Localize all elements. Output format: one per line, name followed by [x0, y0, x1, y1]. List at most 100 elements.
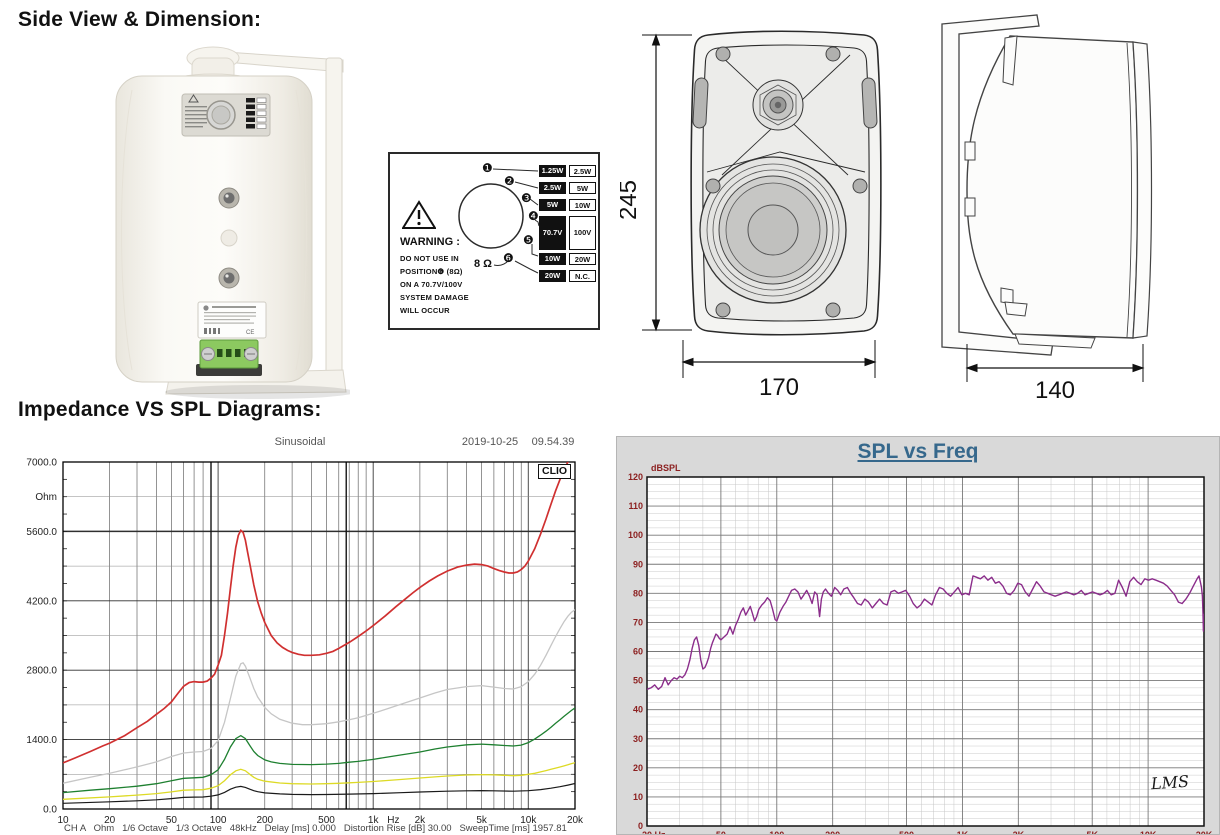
photo-shadow: [165, 385, 350, 399]
svg-text:200: 200: [256, 815, 273, 826]
heading-side-view-dimension: Side View & Dimension:: [18, 8, 262, 31]
series-tap-highest-red: [63, 462, 569, 764]
tap-100v-2: 5W: [569, 182, 596, 194]
tap-70v-6: 20W: [539, 270, 566, 282]
svg-text:5K: 5K: [1086, 830, 1098, 834]
svg-text:2K: 2K: [1013, 830, 1025, 834]
dimension-width: 170: [681, 340, 877, 400]
width-dimension-label: 170: [759, 374, 799, 400]
speaker-rear-photo: CE: [115, 46, 350, 399]
mounting-screws: [705, 46, 868, 318]
keyhole-screws: [218, 187, 240, 289]
series-tap-yellow: [63, 762, 575, 800]
tweeter: [752, 79, 804, 131]
svg-text:5600.0: 5600.0: [26, 527, 57, 538]
ce-mark: CE: [246, 330, 254, 336]
bottom-foot: [1014, 333, 1096, 349]
power-selector-label: [181, 93, 271, 137]
tap-70v-2: 2.5W: [539, 182, 566, 194]
svg-text:0: 0: [638, 821, 643, 831]
svg-text:4200.0: 4200.0: [26, 596, 57, 607]
svg-text:500: 500: [899, 830, 914, 834]
svg-text:90: 90: [633, 559, 643, 569]
position-badge-1: ❶: [482, 161, 493, 175]
tap-callout-lines: [458, 168, 540, 274]
warning-triangle-icon: [402, 200, 436, 229]
cabinet-profile: [966, 35, 1139, 339]
svg-text:0.0: 0.0: [43, 805, 57, 816]
svg-text:20: 20: [104, 815, 116, 826]
svg-text:50: 50: [716, 830, 726, 834]
tap-100v-3: 10W: [569, 199, 596, 211]
tap-70v-1: 1.25W: [539, 165, 566, 177]
spl-chart-title: SPL vs Freq: [857, 440, 979, 463]
series-tap-gray: [63, 609, 575, 784]
series-tap-lowest-black: [63, 782, 575, 804]
svg-text:50: 50: [633, 676, 643, 686]
lms-logo: LMS: [1150, 771, 1190, 794]
position-badge-4: ❹: [528, 209, 539, 223]
side-view-drawing: 140: [941, 14, 1153, 400]
position-badge-6: ❻: [503, 251, 514, 265]
svg-text:60: 60: [633, 647, 643, 657]
svg-text:10K: 10K: [1140, 830, 1157, 834]
svg-text:120: 120: [628, 472, 643, 482]
impedance-chart-panel: Sinusoidal 2019-10-25 09.54.39 7000.0 560…: [0, 432, 612, 835]
svg-text:10: 10: [57, 815, 69, 826]
tap-100v-1: 2.5W: [569, 165, 596, 177]
heading-impedance-spl: Impedance VS SPL Diagrams:: [18, 398, 322, 421]
clio-logo: CLIO: [538, 464, 572, 479]
svg-text:10: 10: [633, 792, 643, 802]
spl-chart: 010203040506070809010011012020Hz50100200…: [628, 472, 1213, 834]
svg-text:100: 100: [210, 815, 227, 826]
tap-voltage-70v: 70.7V: [539, 216, 566, 250]
dimension-height: 245: [620, 33, 692, 332]
selector-dial-circle: [458, 183, 524, 249]
svg-text:110: 110: [628, 501, 643, 511]
svg-text:Hz: Hz: [387, 815, 399, 826]
svg-text:100: 100: [628, 530, 643, 540]
spl-y-axis-label: dBSPL: [651, 463, 681, 473]
stimulus-label: Sinusoidal: [274, 436, 326, 448]
svg-text:1k: 1k: [368, 815, 380, 826]
series-SPL: [647, 575, 1204, 691]
svg-text:2800.0: 2800.0: [26, 666, 57, 677]
svg-text:1K: 1K: [957, 830, 969, 834]
svg-text:200: 200: [825, 830, 840, 834]
tap-70v-5: 10W: [539, 253, 566, 265]
tap-voltage-100v: 100V: [569, 216, 596, 250]
svg-text:7000.0: 7000.0: [26, 458, 57, 469]
svg-text:5k: 5k: [476, 815, 488, 826]
product-label: CE: [197, 301, 267, 339]
svg-text:20k: 20k: [567, 815, 584, 826]
dimension-depth: 140: [965, 344, 1145, 400]
position-badge-5: ❺: [523, 233, 534, 247]
spl-chart-panel: SPL vs Freq dBSPL 0 10 20 30 40 50 60 70 80 90 100…: [616, 436, 1220, 835]
svg-text:40: 40: [633, 705, 643, 715]
svg-text:100: 100: [769, 830, 784, 834]
depth-dimension-label: 140: [1035, 377, 1075, 400]
terminal-block: [196, 339, 262, 376]
series-tap-green: [63, 707, 575, 794]
position-badge-2: ❷: [504, 174, 515, 188]
woofer: [699, 156, 847, 304]
tap-100v-5: 20W: [569, 253, 596, 265]
ohm-label: 8 Ω: [474, 258, 492, 270]
top-tab: [1002, 35, 1018, 86]
svg-text:20: 20: [633, 763, 643, 773]
svg-text:10k: 10k: [520, 815, 537, 826]
back-panel: [1132, 41, 1153, 339]
svg-text:50: 50: [166, 815, 178, 826]
measurement-date: 2019-10-25: [461, 436, 519, 448]
power-tap-diagram: WARNING : DO NOT USE IN POSITION❻ (8Ω) O…: [388, 152, 600, 330]
bracket-profile: [941, 14, 1054, 356]
svg-text:30: 30: [633, 734, 643, 744]
position-badge-3: ❸: [521, 191, 532, 205]
measurement-settings: CH A Ohm 1/6 Octave 1/3 Octave 48kHz Del…: [64, 823, 567, 834]
warning-text: DO NOT USE IN POSITION❻ (8Ω) ON A 70.7V/…: [400, 254, 469, 315]
measurement-time: 09.54.39: [531, 436, 575, 448]
svg-text:20: 20: [642, 830, 652, 834]
warning-title: WARNING :: [400, 236, 460, 248]
tap-70v-3: 5W: [539, 199, 566, 211]
